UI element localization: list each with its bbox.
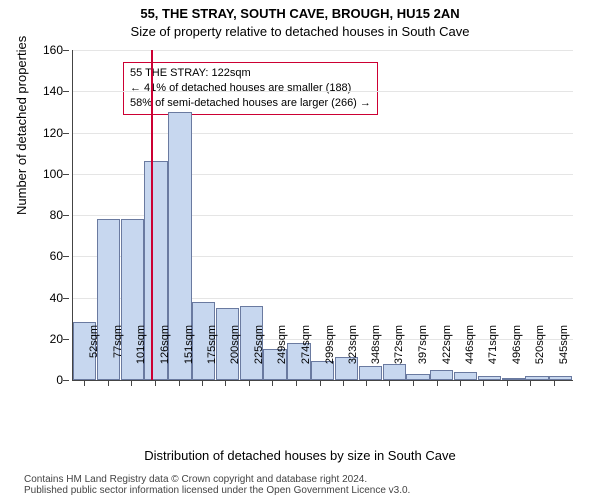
x-tick <box>155 380 156 386</box>
x-tick-label: 496sqm <box>511 325 523 385</box>
marker-line <box>151 50 153 380</box>
annotation-box: 55 THE STRAY: 122sqm ← 41% of detached h… <box>123 62 378 115</box>
annotation-line-3: 58% of semi-detached houses are larger (… <box>130 96 371 111</box>
x-tick <box>343 380 344 386</box>
x-tick <box>296 380 297 386</box>
x-tick-label: 545sqm <box>558 325 570 385</box>
y-tick-label: 80 <box>23 208 63 222</box>
y-tick-label: 100 <box>23 167 63 181</box>
x-tick-label: 77sqm <box>112 325 124 385</box>
grid-line <box>73 91 573 92</box>
x-tick <box>366 380 367 386</box>
x-tick-label: 225sqm <box>253 325 265 385</box>
annotation-line-2: ← 41% of detached houses are smaller (18… <box>130 81 371 96</box>
y-tick <box>63 133 69 134</box>
x-tick <box>179 380 180 386</box>
x-tick-label: 323sqm <box>347 325 359 385</box>
y-tick-label: 60 <box>23 249 63 263</box>
grid-line <box>73 50 573 51</box>
y-tick <box>63 380 69 381</box>
y-tick-label: 0 <box>23 373 63 387</box>
x-tick-label: 446sqm <box>464 325 476 385</box>
chart-container: 55, THE STRAY, SOUTH CAVE, BROUGH, HU15 … <box>0 0 600 500</box>
x-tick <box>272 380 273 386</box>
x-tick-label: 101sqm <box>135 325 147 385</box>
x-tick-label: 348sqm <box>370 325 382 385</box>
x-tick-label: 422sqm <box>441 325 453 385</box>
y-axis-label: Number of detached properties <box>14 36 29 215</box>
x-tick <box>483 380 484 386</box>
x-tick <box>507 380 508 386</box>
annotation-line-1: 55 THE STRAY: 122sqm <box>130 66 371 81</box>
x-tick-label: 151sqm <box>183 325 195 385</box>
x-tick-label: 372sqm <box>393 325 405 385</box>
footer-attribution: Contains HM Land Registry data © Crown c… <box>24 474 410 496</box>
x-tick <box>108 380 109 386</box>
x-tick-label: 175sqm <box>206 325 218 385</box>
x-tick <box>530 380 531 386</box>
x-tick-label: 200sqm <box>229 325 241 385</box>
x-tick-label: 52sqm <box>88 325 100 385</box>
y-tick <box>63 298 69 299</box>
x-tick-label: 520sqm <box>534 325 546 385</box>
chart-title: 55, THE STRAY, SOUTH CAVE, BROUGH, HU15 … <box>0 6 600 21</box>
y-tick-label: 120 <box>23 126 63 140</box>
x-tick <box>389 380 390 386</box>
x-tick <box>413 380 414 386</box>
x-tick-label: 471sqm <box>487 325 499 385</box>
y-tick-label: 20 <box>23 332 63 346</box>
x-tick <box>554 380 555 386</box>
plot-area: 55 THE STRAY: 122sqm ← 41% of detached h… <box>72 50 573 381</box>
y-tick <box>63 50 69 51</box>
y-tick <box>63 215 69 216</box>
y-tick <box>63 339 69 340</box>
y-tick-label: 40 <box>23 291 63 305</box>
x-tick-label: 274sqm <box>300 325 312 385</box>
x-tick-label: 397sqm <box>417 325 429 385</box>
x-tick-label: 299sqm <box>324 325 336 385</box>
y-tick-label: 140 <box>23 84 63 98</box>
x-tick-label: 249sqm <box>276 325 288 385</box>
x-tick <box>225 380 226 386</box>
y-tick <box>63 91 69 92</box>
y-tick <box>63 256 69 257</box>
x-tick-label: 126sqm <box>159 325 171 385</box>
y-tick <box>63 174 69 175</box>
x-tick <box>202 380 203 386</box>
x-tick <box>249 380 250 386</box>
x-tick <box>84 380 85 386</box>
x-tick <box>320 380 321 386</box>
chart-subtitle: Size of property relative to detached ho… <box>0 24 600 39</box>
x-axis-label: Distribution of detached houses by size … <box>0 448 600 463</box>
x-tick <box>437 380 438 386</box>
grid-line <box>73 133 573 134</box>
x-tick <box>460 380 461 386</box>
y-tick-label: 160 <box>23 43 63 57</box>
x-tick <box>131 380 132 386</box>
